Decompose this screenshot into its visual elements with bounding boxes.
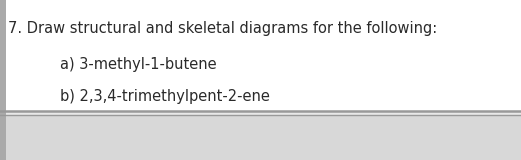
Bar xyxy=(0,115,521,160)
Text: b) 2,3,4-trimethylpent-2-ene: b) 2,3,4-trimethylpent-2-ene xyxy=(60,88,270,104)
Bar xyxy=(0,0,521,111)
Bar xyxy=(0,0,6,160)
Text: a) 3-methyl-1-butene: a) 3-methyl-1-butene xyxy=(60,57,217,72)
Text: 7. Draw structural and skeletal diagrams for the following:: 7. Draw structural and skeletal diagrams… xyxy=(8,21,438,36)
